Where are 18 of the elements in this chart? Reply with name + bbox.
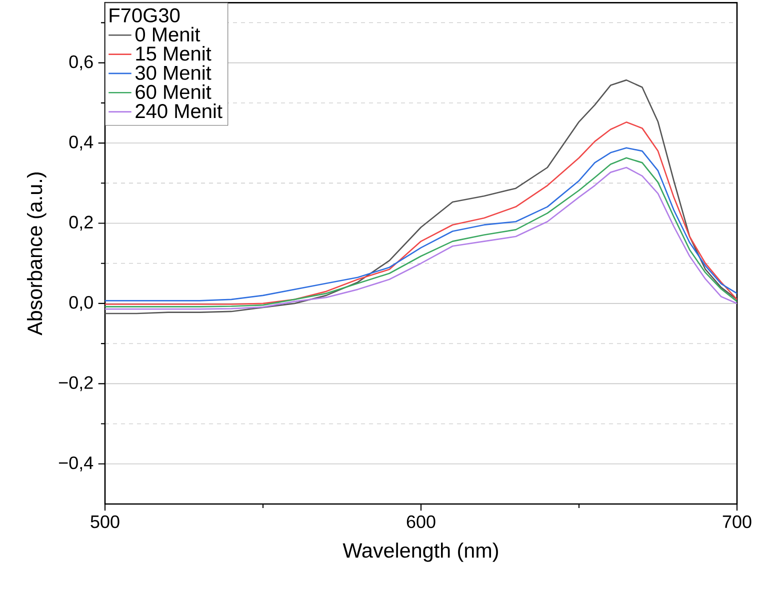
- x-tick-label: 600: [406, 515, 436, 528]
- y-tick-label: 0,4: [69, 136, 94, 150]
- y-tick-label: −0,4: [58, 456, 94, 472]
- x-tick-label: 700: [722, 515, 752, 528]
- y-tick-label: 0,6: [69, 55, 93, 70]
- y-tick-label: 0,2: [69, 216, 93, 231]
- legend-label: 60 Menit: [136, 84, 212, 100]
- legend-title: F70G30: [110, 8, 180, 22]
- x-tick-label: 500: [90, 515, 120, 528]
- y-axis-title: Absorbance (a.u.): [27, 172, 46, 336]
- y-tick-label: −0,2: [58, 376, 93, 392]
- legend-label: 240 Menit: [136, 104, 222, 118]
- legend-label: 15 Menit: [136, 46, 212, 61]
- y-tick-label: 0,0: [69, 296, 93, 311]
- line-series: [105, 79, 737, 314]
- legend-label: 0 Menit: [135, 26, 200, 42]
- legend-label: 30 Menit: [135, 65, 212, 80]
- x-axis-title: Wavelength (nm): [342, 542, 498, 562]
